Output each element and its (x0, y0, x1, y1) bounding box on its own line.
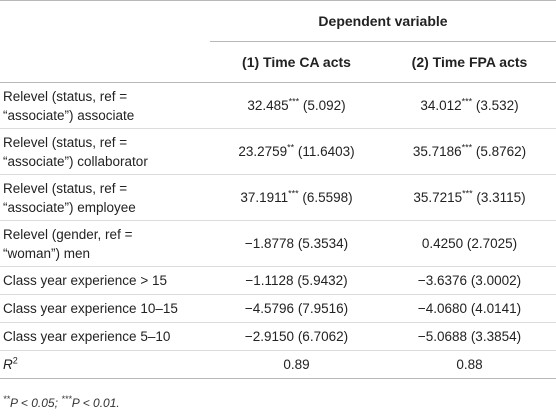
row-label-line1: Class year experience 10–15 (3, 301, 178, 316)
r-squared-fpa-value: 0.88 (383, 350, 556, 379)
row-label-line2: “woman”) men (3, 245, 91, 261)
r-squared-letter: R (3, 357, 13, 372)
fpa-value-cell: −4.0680 (4.0141) (383, 294, 556, 323)
row-label: Class year experience > 15 (0, 266, 210, 295)
row-label: Class year experience 10–15 (0, 294, 210, 323)
ca-value-cell-se: (5.9432) (293, 273, 348, 288)
fpa-value-cell-coef: 34.012 (420, 98, 462, 113)
fpa-value-cell-coef: −4.0680 (417, 301, 468, 316)
footnote-sig2: ** (3, 394, 11, 404)
ca-value-cell-se: (6.5598) (298, 190, 353, 205)
fpa-value-cell-coef: −5.0688 (417, 329, 468, 344)
table-row: Class year experience 5–10 −2.9150 (6.706… (0, 322, 556, 351)
ca-value-cell-coef: −4.5796 (244, 301, 295, 316)
ca-value-cell-se: (6.7062) (294, 329, 349, 344)
fpa-value-cell-stars: *** (462, 188, 473, 199)
fpa-value-cell: 35.7186*** (5.8762) (383, 128, 556, 175)
fpa-value-cell-stars: *** (461, 142, 473, 153)
table-body: Relevel (status, ref = “associate”) assoc… (0, 82, 556, 379)
ca-value-cell: 32.485*** (5.092) (210, 82, 383, 129)
r-squared-row: R2 0.89 0.88 (0, 350, 556, 379)
row-label: Relevel (status, ref = “associate”) emplo… (0, 174, 210, 221)
ca-value-cell: −1.1128 (5.9432) (210, 266, 383, 295)
fpa-value-cell-stars: *** (461, 96, 473, 107)
dependent-variable-header: Dependent variable (210, 0, 556, 42)
fpa-value-cell: 34.012*** (3.532) (383, 82, 556, 129)
fpa-value-cell: −5.0688 (3.3854) (383, 322, 556, 351)
fpa-value-cell: −3.6376 (3.0002) (383, 266, 556, 295)
fpa-value-cell: 0.4250 (2.7025) (383, 220, 556, 267)
fpa-value-cell-coef: 35.7215 (413, 190, 463, 205)
row-label-line1: Relevel (gender, ref = (3, 226, 133, 242)
r-squared-exponent: 2 (12, 355, 18, 366)
row-label: Relevel (status, ref = “associate”) assoc… (0, 82, 210, 129)
footnote-sig3: *** (61, 394, 72, 404)
ca-value-cell-se: (5.092) (299, 98, 346, 113)
ca-value-cell-se: (5.3534) (294, 236, 349, 251)
ca-value-cell-se: (11.6403) (294, 144, 355, 159)
column-header-ca: (1) Time CA acts (210, 41, 383, 83)
row-label-line1: Relevel (status, ref = (3, 134, 128, 150)
row-label: Class year experience 5–10 (0, 322, 210, 351)
footnote-text-p01: P < 0.01. (71, 396, 120, 410)
ca-value-cell-coef: 37.1911 (240, 190, 289, 205)
table-header: Dependent variable (1) Time CA acts (2) … (0, 0, 556, 83)
r-squared-ca-value: 0.89 (210, 350, 383, 379)
table-row: Relevel (gender, ref = “woman”) men −1.877… (0, 220, 556, 267)
header-blank-cell (0, 41, 210, 83)
ca-value-cell-stars: *** (288, 96, 300, 107)
row-label-line2: “associate”) collaborator (3, 153, 148, 169)
row-label-line1: Relevel (status, ref = (3, 88, 128, 104)
fpa-value-cell-se: (5.8762) (472, 144, 527, 159)
row-label-line1: Class year experience 5–10 (3, 329, 171, 344)
table-row: Relevel (status, ref = “associate”) emplo… (0, 174, 556, 221)
table-row: Relevel (status, ref = “associate”) colla… (0, 128, 556, 175)
fpa-value-cell: 35.7215*** (3.3115) (383, 174, 556, 221)
ca-value-cell-stars: ** (287, 142, 295, 153)
row-label-line1: Class year experience > 15 (3, 273, 167, 288)
table-row: Class year experience > 15 −1.1128 (5.943… (0, 266, 556, 295)
row-label-line2: “associate”) employee (3, 199, 136, 215)
footnote-text-p05: P < 0.05; (10, 396, 62, 410)
ca-value-cell-stars: *** (288, 188, 299, 199)
ca-value-cell-coef: 23.2759 (238, 144, 288, 159)
fpa-value-cell-se: (3.532) (472, 98, 519, 113)
fpa-value-cell-coef: 0.4250 (421, 236, 464, 251)
ca-value-cell-coef: 32.485 (247, 98, 289, 113)
fpa-value-cell-se: (4.0141) (467, 301, 522, 316)
fpa-value-cell-se: (2.7025) (463, 236, 518, 251)
regression-table: Dependent variable (1) Time CA acts (2) … (0, 0, 556, 379)
row-label-line1: Relevel (status, ref = (3, 180, 128, 196)
ca-value-cell-coef: −1.8778 (244, 236, 295, 251)
fpa-value-cell-se: (3.3854) (467, 329, 522, 344)
column-header-fpa: (2) Time FPA acts (383, 41, 556, 83)
row-label-line2: “associate”) associate (3, 107, 135, 123)
ca-value-cell-se: (7.9516) (294, 301, 349, 316)
ca-value-cell-coef: −2.9150 (244, 329, 295, 344)
fpa-value-cell-se: (3.0002) (467, 273, 522, 288)
fpa-value-cell-coef: −3.6376 (417, 273, 468, 288)
ca-value-cell: −1.8778 (5.3534) (210, 220, 383, 267)
fpa-value-cell-coef: 35.7186 (412, 144, 462, 159)
ca-value-cell: −2.9150 (6.7062) (210, 322, 383, 351)
row-label: Relevel (status, ref = “associate”) colla… (0, 128, 210, 175)
row-label: Relevel (gender, ref = “woman”) men (0, 220, 210, 267)
ca-value-cell: −4.5796 (7.9516) (210, 294, 383, 323)
header-blank-cell (0, 0, 210, 42)
table-row: Relevel (status, ref = “associate”) assoc… (0, 82, 556, 129)
ca-value-cell-coef: −1.1128 (245, 273, 294, 288)
r-squared-label: R2 (0, 350, 210, 379)
ca-value-cell: 37.1911*** (6.5598) (210, 174, 383, 221)
fpa-value-cell-se: (3.3115) (472, 190, 526, 205)
ca-value-cell: 23.2759** (11.6403) (210, 128, 383, 175)
significance-footnote: **P < 0.05; ***P < 0.01. (3, 394, 120, 411)
table-row: Class year experience 10–15 −4.5796 (7.95… (0, 294, 556, 323)
